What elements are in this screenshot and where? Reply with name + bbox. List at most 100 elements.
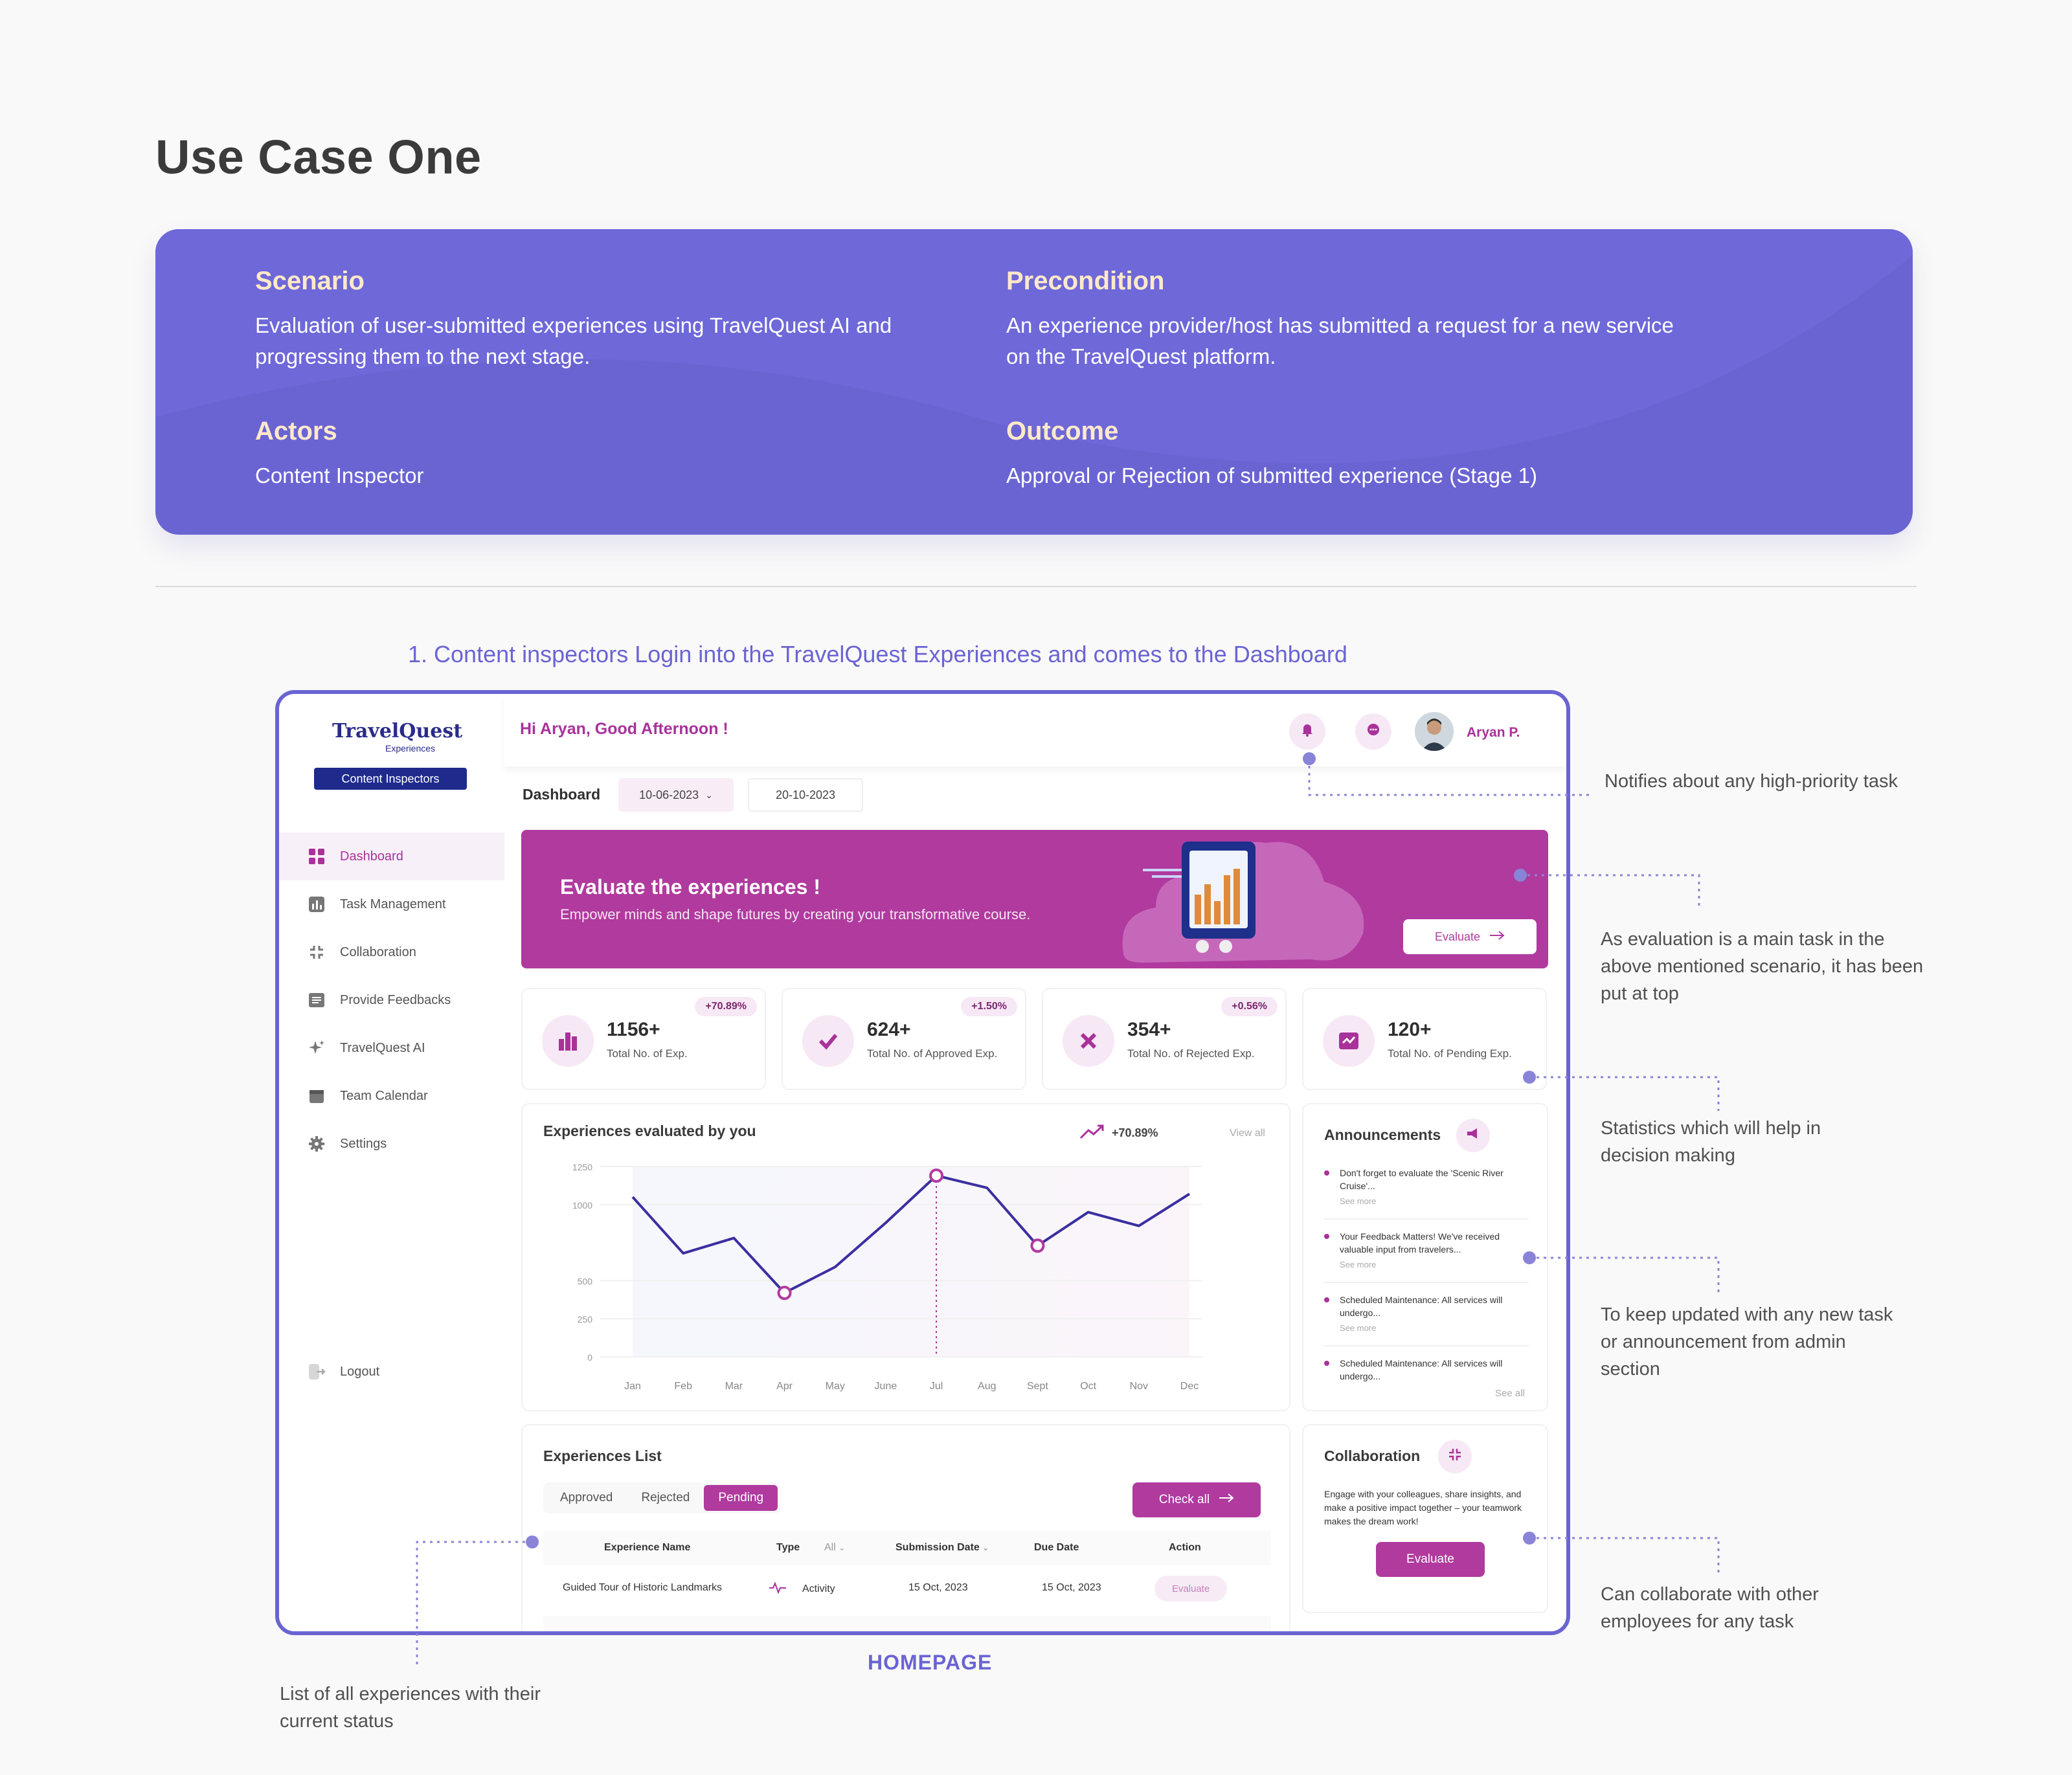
stat-value: 624+ bbox=[867, 1019, 911, 1040]
sparkle-icon bbox=[308, 1039, 326, 1057]
announcement-item[interactable]: Your Feedback Matters! We've received va… bbox=[1324, 1230, 1531, 1271]
x-tick-label: June bbox=[875, 1381, 897, 1392]
notification-button[interactable] bbox=[1289, 713, 1325, 750]
x-tick-label: Sept bbox=[1027, 1381, 1048, 1392]
outcome-block: Outcome Approval or Rejection of submitt… bbox=[1006, 417, 1783, 491]
hero-illustration bbox=[1122, 842, 1364, 963]
callout-evaluation: As evaluation is a main task in the abov… bbox=[1601, 929, 1924, 1004]
x-tick-label: Oct bbox=[1080, 1381, 1096, 1392]
date-from-picker[interactable]: 10-06-2023 ⌄ bbox=[618, 778, 734, 812]
stat-label: Total No. of Pending Exp. bbox=[1388, 1047, 1512, 1060]
col-due-date: Due Date bbox=[1034, 1542, 1079, 1553]
user-name[interactable]: Aryan P. bbox=[1467, 725, 1520, 740]
precondition-block: Precondition An experience provider/host… bbox=[1006, 267, 1693, 372]
type-filter[interactable]: All ⌄ bbox=[824, 1542, 846, 1553]
collaboration-icon-button[interactable] bbox=[1438, 1440, 1472, 1473]
stat-label: Total No. of Exp. bbox=[607, 1047, 688, 1060]
chevron-down-icon: ⌄ bbox=[705, 789, 713, 800]
messages-button[interactable] bbox=[1355, 713, 1391, 750]
x-tick-label: Aug bbox=[978, 1381, 996, 1392]
chat-icon bbox=[1366, 722, 1381, 742]
sidebar-item-task-management[interactable]: Task Management bbox=[279, 880, 504, 928]
tab-rejected[interactable]: Rejected bbox=[641, 1491, 690, 1504]
chart-plot-background bbox=[633, 1167, 1189, 1357]
y-tick-label: 1250 bbox=[572, 1162, 592, 1172]
callout-announcements: To keep updated with any new task or ann… bbox=[1601, 1304, 1893, 1379]
x-tick-label: Feb bbox=[674, 1381, 692, 1392]
chevron-down-icon: ⌄ bbox=[982, 1543, 989, 1552]
announcement-item[interactable]: Don't forget to evaluate the 'Scenic Riv… bbox=[1324, 1167, 1531, 1208]
logout-label: Logout bbox=[340, 1364, 380, 1379]
decorative-wave bbox=[155, 229, 1913, 463]
announcement-item[interactable]: Scheduled Maintenance: All services will… bbox=[1324, 1293, 1531, 1335]
col-experience-name: Experience Name bbox=[604, 1542, 691, 1553]
chevron-down-icon: ⌄ bbox=[839, 1543, 846, 1552]
view-all-link[interactable]: View all bbox=[1230, 1128, 1265, 1139]
row-submission-date: 15 Oct, 2023 bbox=[908, 1582, 968, 1593]
stat-card-total[interactable]: 1156+ Total No. of Exp. +70.89% bbox=[521, 988, 766, 1090]
logout-icon bbox=[308, 1363, 326, 1381]
see-all-link[interactable]: See all bbox=[1495, 1388, 1525, 1399]
logo: TravelQuest Experiences bbox=[332, 720, 462, 759]
x-tick-label: Jan bbox=[624, 1381, 641, 1392]
x-tick-label: Apr bbox=[776, 1381, 793, 1392]
arrow-right-icon bbox=[1219, 1493, 1234, 1507]
chart-title: Experiences evaluated by you bbox=[543, 1122, 756, 1139]
status-tabs: Approved Rejected Pending bbox=[543, 1482, 781, 1513]
stat-card-rejected[interactable]: 354+ Total No. of Rejected Exp. +0.56% bbox=[1042, 988, 1287, 1090]
calendar-icon bbox=[308, 1087, 326, 1105]
row-evaluate-button[interactable]: Evaluate bbox=[1154, 1576, 1227, 1602]
date-to-picker[interactable]: 20-10-2023 bbox=[748, 778, 863, 812]
check-all-button[interactable]: Check all bbox=[1132, 1482, 1261, 1517]
sidebar-item-team-calendar[interactable]: Team Calendar bbox=[279, 1072, 504, 1120]
col-action: Action bbox=[1169, 1542, 1201, 1553]
avatar[interactable] bbox=[1415, 712, 1454, 751]
sidebar: TravelQuest Experiences Content Inspecto… bbox=[279, 694, 504, 1631]
sidebar-item-label: Provide Feedbacks bbox=[340, 992, 451, 1007]
experiences-list-panel: Experiences List Approved Rejected Pendi… bbox=[521, 1424, 1290, 1631]
x-tick-label: Mar bbox=[725, 1381, 743, 1392]
sidebar-item-feedbacks[interactable]: Provide Feedbacks bbox=[279, 976, 504, 1024]
chart-trend-value: +70.89% bbox=[1112, 1126, 1158, 1139]
sidebar-item-settings[interactable]: Settings bbox=[279, 1120, 504, 1168]
col-submission-date[interactable]: Submission Date ⌄ bbox=[895, 1542, 989, 1553]
tab-approved[interactable]: Approved bbox=[560, 1491, 613, 1504]
col-type: Type bbox=[776, 1542, 800, 1553]
dashboard-frame: TravelQuest Experiences Content Inspecto… bbox=[275, 690, 1570, 1635]
announcement-item[interactable]: Scheduled Maintenance: All services will… bbox=[1324, 1357, 1531, 1383]
outcome-text: Approval or Rejection of submitted exper… bbox=[1006, 463, 1537, 487]
hero-evaluate-label: Evaluate bbox=[1434, 930, 1481, 943]
logout-button[interactable]: Logout bbox=[279, 1348, 504, 1396]
precondition-heading: Precondition bbox=[1006, 267, 1165, 295]
collaboration-evaluate-button[interactable]: Evaluate bbox=[1376, 1542, 1485, 1577]
stat-card-pending[interactable]: 120+ Total No. of Pending Exp. bbox=[1302, 988, 1547, 1090]
hero-evaluate-button[interactable]: Evaluate bbox=[1403, 919, 1537, 954]
stat-value: 120+ bbox=[1388, 1019, 1432, 1040]
pending-icon bbox=[1323, 1015, 1375, 1067]
data-point-marker bbox=[1030, 1238, 1045, 1253]
y-tick-label: 0 bbox=[587, 1352, 592, 1363]
megaphone-icon bbox=[1465, 1126, 1481, 1146]
sidebar-item-label: Dashboard bbox=[340, 849, 403, 864]
sidebar-item-collaboration[interactable]: Collaboration bbox=[279, 928, 504, 976]
megaphone-button[interactable] bbox=[1456, 1119, 1490, 1152]
table-row[interactable] bbox=[543, 1616, 1271, 1631]
sidebar-item-travelquest-ai[interactable]: TravelQuest AI bbox=[279, 1024, 504, 1072]
collaboration-title: Collaboration bbox=[1324, 1447, 1421, 1464]
tab-pending[interactable]: Pending bbox=[704, 1485, 778, 1511]
bar-chart-icon bbox=[308, 895, 326, 913]
sidebar-item-label: Task Management bbox=[340, 897, 446, 911]
table-row[interactable]: Guided Tour of Historic Landmarks Activi… bbox=[543, 1565, 1271, 1611]
stat-value: 1156+ bbox=[607, 1019, 660, 1040]
scenario-block: Scenario Evaluation of user-submitted ex… bbox=[255, 267, 935, 372]
role-badge: Content Inspectors bbox=[314, 768, 467, 790]
page-title: Use Case One bbox=[155, 130, 482, 184]
divider bbox=[1324, 1282, 1529, 1283]
data-point-marker bbox=[929, 1168, 944, 1183]
stat-card-approved[interactable]: 624+ Total No. of Approved Exp. +1.50% bbox=[782, 988, 1026, 1090]
announcements-title: Announcements bbox=[1324, 1126, 1441, 1143]
collaboration-panel: Collaboration Engage with your colleague… bbox=[1302, 1424, 1548, 1613]
section-divider bbox=[155, 586, 1917, 587]
x-tick-label: May bbox=[826, 1381, 845, 1392]
sidebar-item-dashboard[interactable]: Dashboard bbox=[279, 832, 504, 880]
